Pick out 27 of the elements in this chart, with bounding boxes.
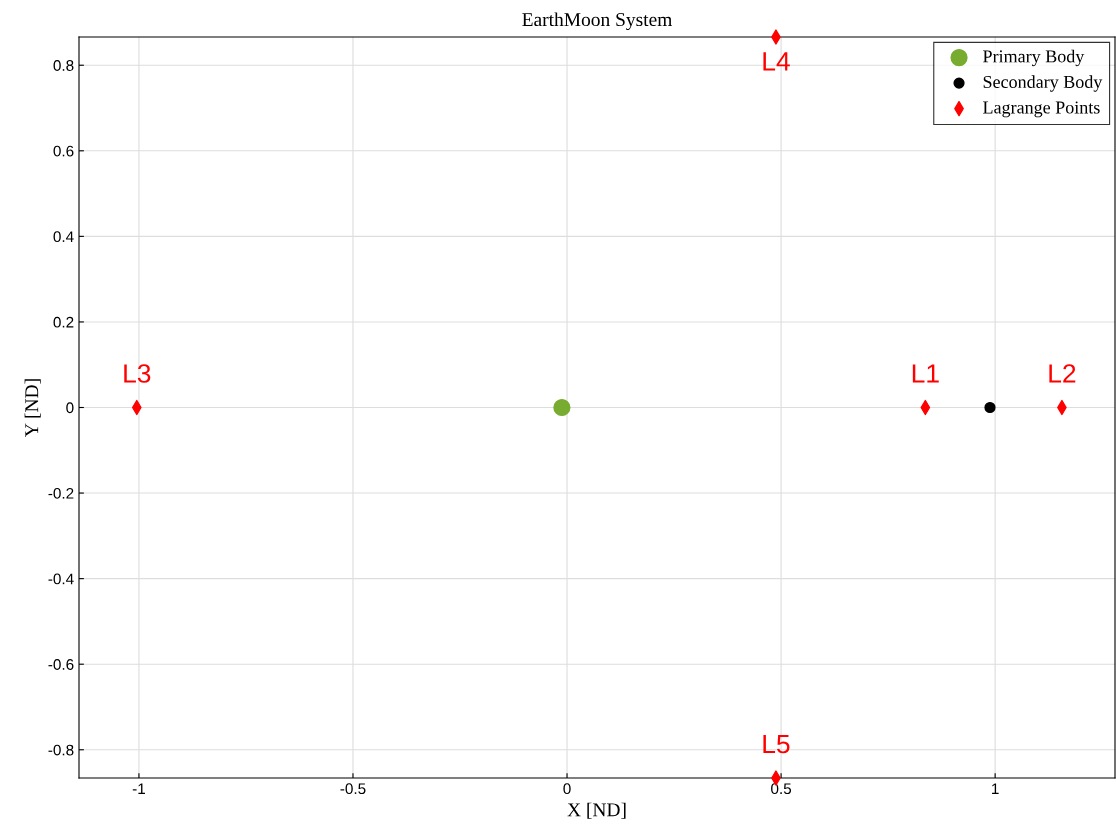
x-tick-label: 0.5	[771, 783, 792, 795]
legend-label: Primary Body	[983, 49, 1085, 67]
x-tick-label: -1	[132, 783, 145, 794]
y-axis-title: Y [ND]	[24, 379, 41, 437]
y-tick-label: 0.8	[53, 60, 74, 71]
annotation: L5	[763, 734, 790, 754]
legend-label: Secondary Body	[983, 75, 1103, 92]
y-tick-label: 0	[66, 402, 74, 414]
annotation: L4	[763, 52, 790, 71]
x-axis-title: X [ND]	[567, 802, 626, 819]
x-tick-label: -0.5	[340, 783, 366, 795]
y-tick-label: 0.6	[53, 145, 74, 157]
y-tick-label: -0.2	[48, 487, 74, 499]
y-tick-label: -0.8	[48, 744, 74, 756]
legend-label: Lagrange Points	[983, 101, 1100, 118]
annotation: L3	[124, 364, 151, 383]
y-tick-label: -0.6	[48, 659, 74, 670]
point	[553, 398, 571, 417]
x-tick-label: 1	[992, 783, 999, 794]
x-tick-label: 0	[563, 783, 571, 795]
chart-title: EarthMoon System	[522, 12, 673, 31]
annotation: L1	[912, 364, 939, 383]
y-tick-label: -0.4	[48, 573, 74, 585]
y-tick-label: 0.4	[53, 231, 74, 243]
y-tick-label: 0.2	[53, 316, 74, 328]
point	[984, 401, 996, 414]
annotation: L2	[1049, 364, 1076, 383]
